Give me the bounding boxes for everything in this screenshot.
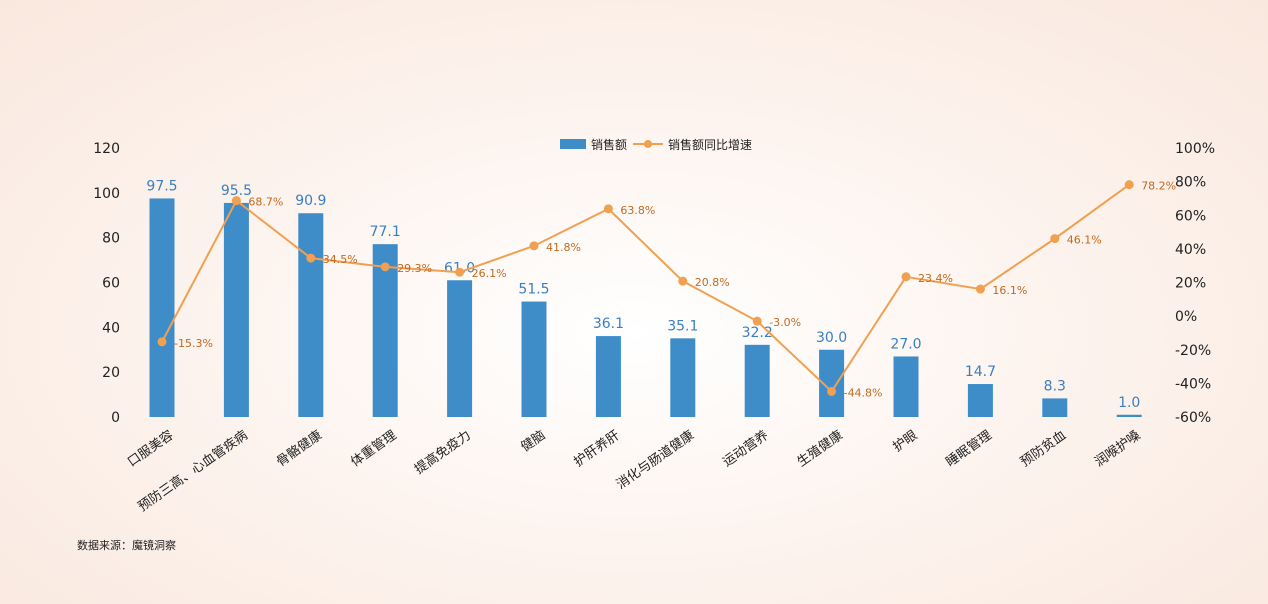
bar-value-label: 51.5 [518,282,549,298]
growth-value-label: 41.8% [546,241,581,254]
bar-value-label: 8.3 [1044,378,1066,394]
growth-value-label: -44.8% [844,386,883,399]
bar-5 [447,280,473,417]
legend-bar-swatch [560,139,586,149]
right-axis-tick-label: 40% [1175,242,1206,258]
left-axis-tick-label: 100 [93,186,120,202]
growth-point-14 [1124,180,1134,190]
bar-14 [1116,414,1142,417]
category-label: 润喉护嗓 [1092,428,1143,470]
legend-line-marker [644,140,652,148]
growth-value-label: -15.3% [174,337,213,350]
right-axis-tick-label: 20% [1175,276,1206,292]
bar-value-label: 77.1 [370,224,401,240]
bar-6 [521,301,547,417]
growth-value-label: 78.2% [1141,180,1176,193]
bar-value-label: 95.5 [221,183,252,199]
right-axis-tick-label: 0% [1175,309,1197,325]
growth-point-9 [752,316,762,326]
growth-value-label: 34.5% [323,253,358,266]
growth-point-11 [901,272,911,282]
category-label: 健脑 [518,428,548,455]
category-label: 骨骼健康 [273,427,325,470]
category-label: 体重管理 [348,427,400,470]
category-label: 消化与肠道健康 [613,427,697,492]
growth-value-label: -3.0% [769,316,801,329]
left-axis-tick-label: 20 [102,365,120,381]
growth-point-10 [827,386,837,396]
bar-value-label: 30.0 [816,330,847,346]
bar-7 [595,336,621,417]
bar-13 [1042,398,1068,417]
category-label: 护眼 [890,428,920,455]
growth-value-label: 29.3% [397,262,432,275]
growth-point-8 [678,276,688,286]
bar-8 [670,338,696,417]
category-label: 护肝养肝 [571,427,623,470]
category-label: 预防贫血 [1017,427,1069,470]
growth-point-5 [455,267,465,277]
bar-value-label: 90.9 [295,193,326,209]
bar-value-label: 97.5 [146,178,177,194]
category-label: 运动营养 [720,427,772,470]
growth-value-label: 46.1% [1067,234,1102,247]
bar-value-label: 36.1 [593,316,624,332]
growth-value-label: 63.8% [620,204,655,217]
left-axis-tick-label: 60 [102,276,120,292]
legend-bar-label: 销售额 [591,137,627,152]
left-axis-tick-label: 40 [102,320,120,336]
bar-1 [149,198,175,417]
bar-4 [372,244,398,417]
growth-value-label: 68.7% [248,196,283,209]
left-axis-tick-label: 120 [93,141,120,157]
growth-point-4 [380,262,390,272]
growth-point-13 [1050,234,1060,244]
data-source-note: 数据来源：魔镜洞察 [77,539,176,552]
category-label: 提高免疫力 [411,427,473,477]
bar-value-label: 27.0 [890,336,921,352]
right-axis-tick-label: 100% [1175,141,1215,157]
growth-line [161,183,1130,393]
category-label: 口服美容 [125,427,177,470]
right-axis-tick-label: 60% [1175,208,1206,224]
growth-point-6 [529,241,539,251]
growth-point-12 [975,284,985,294]
growth-point-1 [157,337,167,347]
growth-value-label: 16.1% [992,284,1027,297]
growth-value-label: 23.4% [918,272,953,285]
left-axis-tick-label: 0 [111,410,120,426]
bar-value-label: 1.0 [1118,395,1140,411]
bar-value-label: 35.1 [667,318,698,334]
growth-point-2 [231,196,241,206]
growth-value-label: 26.1% [472,267,507,280]
bar-value-label: 14.7 [965,364,996,380]
bar-3 [298,213,324,417]
growth-point-7 [603,204,613,214]
bar-9 [744,344,770,417]
bar-12 [967,384,993,417]
right-axis-tick-label: -20% [1175,343,1211,359]
right-axis-tick-label: 80% [1175,175,1206,191]
right-axis-tick-label: -40% [1175,376,1211,392]
category-label: 生殖健康 [794,427,846,470]
right-axis-tick-label: -60% [1175,410,1211,426]
category-label: 睡眠管理 [943,428,994,470]
bar-11 [893,356,919,417]
left-axis-tick-label: 80 [102,231,120,247]
growth-point-3 [306,253,316,263]
bar-2 [223,202,249,417]
growth-value-label: 20.8% [695,276,730,289]
legend-line-label: 销售额同比增速 [668,137,752,152]
